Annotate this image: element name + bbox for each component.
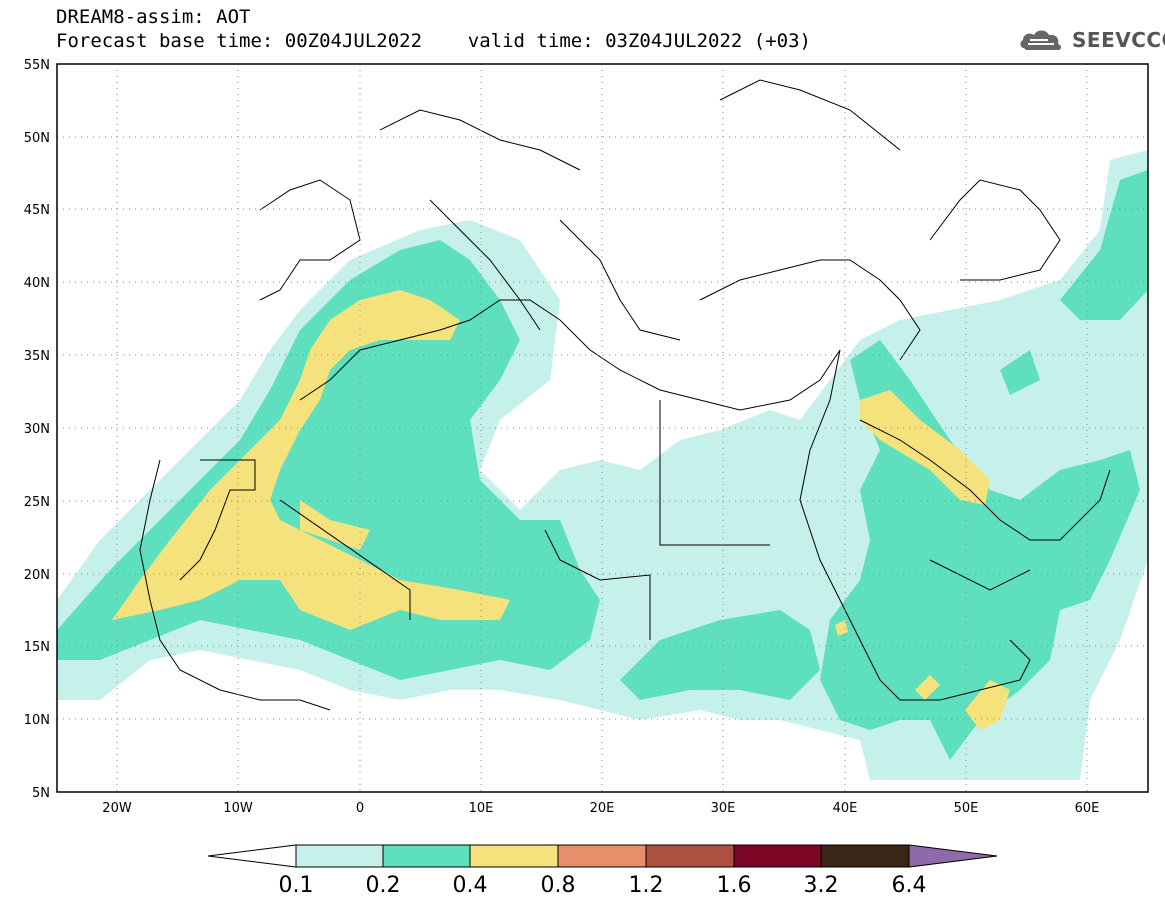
lon-label: 60E [1075, 801, 1100, 816]
colorbar-swatch [295, 844, 384, 868]
lon-label: 50E [954, 801, 979, 816]
cloud-logo-icon [1020, 30, 1061, 50]
lat-labels: 55N 50N 45N 40N 35N 30N 25N 20N 15N 10N … [24, 58, 50, 801]
lon-label: 20W [102, 801, 132, 816]
lat-label: 40N [24, 276, 50, 291]
colorbar-swatch [733, 844, 822, 868]
lat-label: 30N [24, 422, 50, 437]
colorbar-high-arrow [908, 844, 998, 868]
colorbar-labels: 0.1 0.2 0.4 0.8 1.2 1.6 3.2 6.4 [279, 873, 927, 898]
lat-label: 10N [24, 713, 50, 728]
lat-label: 20N [24, 568, 50, 583]
lat-label: 5N [32, 786, 50, 801]
colorbar-label: 1.6 [717, 873, 752, 898]
lon-labels: 20W 10W 0 10E 20E 30E 40E 50E 60E [102, 801, 1099, 816]
map-frame [56, 63, 1149, 793]
colorbar-label: 0.8 [541, 873, 576, 898]
lat-label: 50N [24, 131, 50, 146]
colorbar-label: 0.1 [279, 873, 314, 898]
colorbar-label: 0.4 [453, 873, 488, 898]
lon-label: 10W [223, 801, 253, 816]
lon-label: 40E [833, 801, 858, 816]
colorbar-label: 1.2 [629, 873, 664, 898]
lon-label: 0 [356, 801, 364, 816]
graticule [57, 64, 1148, 792]
colorbar-swatch [382, 844, 471, 868]
colorbar-low-arrow [207, 844, 297, 868]
colorbar-label: 6.4 [892, 873, 927, 898]
colorbar-swatch [820, 844, 910, 868]
lat-label: 45N [24, 203, 50, 218]
lat-label: 25N [24, 495, 50, 510]
aot-band-0-4 [112, 290, 1010, 730]
colorbar-swatch [557, 844, 647, 868]
lon-label: 30E [711, 801, 736, 816]
colorbar-label: 0.2 [366, 873, 401, 898]
chart-title: DREAM8-assim: AOT [56, 6, 251, 28]
colorbar-label: 3.2 [804, 873, 839, 898]
chart-subtitle: Forecast base time: 00Z04JUL2022 valid t… [56, 30, 811, 52]
colorbar-swatch [645, 844, 735, 868]
lat-label: 35N [24, 349, 50, 364]
colorbar-swatch [469, 844, 559, 868]
colorbar [207, 844, 998, 868]
coastlines [139, 79, 1111, 711]
lat-label: 15N [24, 640, 50, 655]
lon-label: 10E [469, 801, 494, 816]
lat-label: 55N [24, 58, 50, 73]
lon-label: 20E [590, 801, 615, 816]
logo-text: SEEVCCC [1072, 28, 1165, 52]
